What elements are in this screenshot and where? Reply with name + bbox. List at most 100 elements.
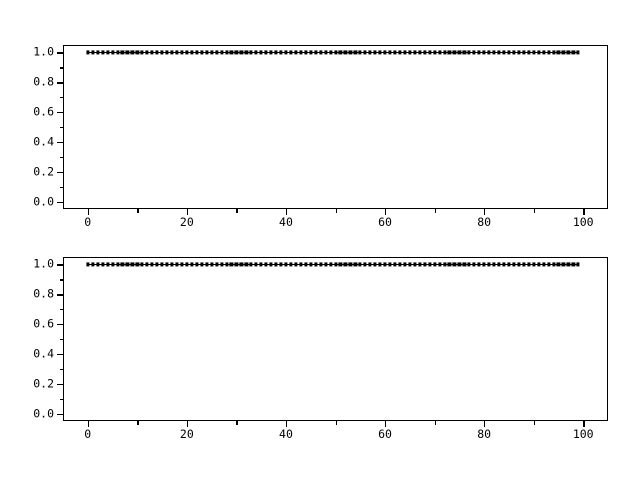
data-point-marker	[214, 50, 219, 55]
data-line-segment	[414, 263, 420, 265]
data-point-marker	[418, 50, 422, 55]
data-point-marker	[353, 50, 357, 55]
data-point-marker	[269, 262, 273, 267]
data-point-marker	[551, 50, 556, 55]
data-line-segment	[474, 263, 480, 265]
data-point-marker	[398, 262, 402, 267]
data-point-marker	[522, 50, 526, 55]
data-point-marker	[170, 50, 174, 55]
data-line-segment	[176, 263, 182, 265]
data-point-marker	[314, 50, 318, 55]
data-line-segment	[261, 263, 267, 265]
data-series	[63, 45, 608, 209]
data-line-segment	[87, 51, 93, 53]
subplot-bottom: 0.0 0.2 0.4 0.6 0.8 1.0 0 20 40 60 80 100	[33, 257, 608, 440]
data-line-segment	[196, 263, 202, 265]
data-line-segment	[494, 263, 499, 265]
data-line-segment	[380, 263, 386, 265]
data-point-marker	[214, 262, 219, 267]
data-point-marker	[527, 262, 531, 267]
data-line-segment	[315, 263, 321, 265]
data-point-marker	[487, 262, 491, 267]
data-line-segment	[484, 51, 490, 53]
data-point-marker	[556, 262, 561, 267]
x-tick-major	[484, 421, 486, 427]
data-line-segment	[157, 51, 163, 53]
data-point-marker	[457, 262, 461, 267]
x-tick-major	[186, 421, 189, 427]
data-line-segment	[528, 263, 534, 265]
data-point-marker	[527, 50, 531, 55]
data-line-segment	[261, 51, 267, 53]
y-tick-major	[57, 294, 63, 296]
data-point-marker	[482, 50, 486, 55]
data-line-segment	[345, 51, 351, 53]
data-point-marker	[155, 50, 159, 55]
data-line-segment	[162, 263, 168, 265]
data-point-marker	[229, 262, 234, 267]
data-point-marker	[105, 50, 110, 55]
data-line-segment	[484, 263, 490, 265]
data-point-marker	[363, 50, 367, 55]
subplot-top: 0.0 0.2 0.4 0.6 0.8 1.0 0 20 40 60 80 100	[33, 45, 608, 228]
data-line-segment	[553, 51, 559, 53]
data-line-segment	[266, 51, 272, 53]
data-point-marker	[541, 50, 546, 55]
data-line-segment	[127, 51, 133, 53]
data-point-marker	[323, 262, 328, 267]
data-line-segment	[538, 51, 544, 53]
data-point-marker	[145, 262, 149, 267]
data-line-segment	[271, 51, 277, 53]
data-point-marker	[517, 262, 521, 267]
data-point-marker	[561, 50, 565, 55]
data-point-marker	[358, 50, 362, 55]
data-point-marker	[403, 262, 407, 267]
x-tick-minor	[434, 209, 436, 213]
data-line-segment	[236, 51, 242, 53]
data-point-marker	[323, 50, 328, 55]
data-line-segment	[320, 51, 326, 53]
data-line-segment	[350, 51, 356, 53]
data-point-marker	[571, 262, 575, 267]
data-line-segment	[117, 263, 123, 265]
data-point-marker	[373, 50, 377, 55]
data-line-segment	[330, 51, 336, 53]
data-line-segment	[295, 51, 301, 53]
data-line-segment	[87, 263, 93, 265]
data-point-marker	[556, 50, 561, 55]
x-tick-minor	[137, 209, 139, 213]
x-tick-label: 60	[378, 427, 392, 441]
y-tick-major	[57, 141, 63, 144]
data-point-marker	[512, 262, 516, 267]
data-point-marker	[507, 50, 511, 55]
data-point-marker	[140, 50, 144, 55]
data-point-marker	[125, 262, 129, 267]
data-point-marker	[314, 262, 318, 267]
data-point-marker	[477, 262, 481, 267]
axes-frame	[63, 257, 608, 421]
data-point-marker	[284, 262, 288, 267]
data-point-marker	[452, 262, 456, 267]
data-point-marker	[413, 262, 417, 267]
data-line-segment	[142, 51, 148, 53]
data-line-segment	[568, 51, 574, 53]
data-point-marker	[333, 50, 338, 55]
data-point-marker	[244, 50, 248, 55]
y-tick-label: 0.2	[33, 163, 54, 178]
data-line-segment	[102, 263, 108, 265]
data-point-marker	[363, 262, 367, 267]
data-point-marker	[115, 50, 120, 55]
data-point-marker	[462, 50, 466, 55]
data-point-marker	[110, 262, 115, 267]
data-line-segment	[513, 263, 519, 265]
data-point-marker	[502, 50, 506, 55]
data-line-segment	[543, 51, 549, 53]
data-point-marker	[497, 50, 501, 55]
data-line-segment	[429, 51, 435, 53]
data-point-marker	[195, 262, 199, 267]
data-point-marker	[115, 262, 120, 267]
x-tick-major	[385, 421, 387, 427]
data-line-segment	[122, 263, 128, 265]
y-tick-major	[57, 171, 63, 174]
data-line-segment	[310, 263, 316, 265]
